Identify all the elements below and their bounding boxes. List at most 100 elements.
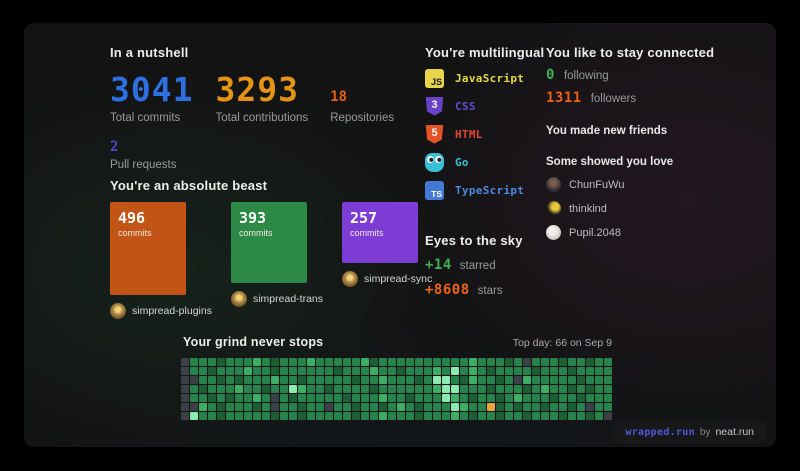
heatmap-cell [244, 358, 252, 366]
heatmap-cell [505, 394, 513, 402]
heatmap-cell [505, 358, 513, 366]
heatmap-cell [271, 376, 279, 384]
heatmap-cell [217, 412, 225, 420]
heatmap-cell [289, 394, 297, 402]
heatmap-cell [568, 376, 576, 384]
person-avatar [546, 201, 561, 216]
pull-requests-label: Pull requests [110, 158, 177, 171]
repo-commits-unit: commits [238, 228, 273, 238]
heatmap-cell [298, 385, 306, 393]
heatmap-cell [514, 367, 522, 375]
html-icon: 5 [425, 125, 444, 144]
heatmap-cell [379, 385, 387, 393]
heatmap-cell [190, 367, 198, 375]
language-name: HTML [455, 128, 483, 141]
stars-label: stars [477, 285, 503, 297]
heatmap-cell [586, 412, 594, 420]
following-row: 0 following [546, 67, 746, 83]
heatmap-cell [226, 358, 234, 366]
heatmap-cell [190, 394, 198, 402]
heatmap-cell [307, 358, 315, 366]
heatmap-cell [271, 394, 279, 402]
language-name: CSS [455, 100, 476, 113]
heatmap-cell [523, 403, 531, 411]
heatmap-cell [262, 385, 270, 393]
heatmap-cell [460, 376, 468, 384]
heatmap-cell [433, 376, 441, 384]
heatmap-cell [262, 358, 270, 366]
heatmap-cell [577, 403, 585, 411]
html-icon-glyph: 5 [431, 127, 438, 139]
heatmap-cell [190, 376, 198, 384]
heatmap-cell [478, 367, 486, 375]
heatmap-cell [199, 385, 207, 393]
heatmap-cell [604, 385, 612, 393]
section-nutshell: In a nutshell 3041 Total commits 3293 To… [110, 45, 420, 171]
repo-card: 496 commits [110, 202, 186, 295]
person-name: thinkind [569, 202, 607, 215]
heatmap-cell [181, 367, 189, 375]
stat-pull-requests: 2 Pull requests [110, 139, 420, 171]
heatmap-cell [451, 394, 459, 402]
heatmap-cell [397, 358, 405, 366]
heatmap-cell [586, 367, 594, 375]
wrapped-run-link[interactable]: wrapped.run [625, 427, 695, 438]
language-row: JS JavaScript [425, 69, 550, 88]
language-row: 5 HTML [425, 125, 550, 144]
heatmap-cell [253, 412, 261, 420]
repo-commits-value: 496 [118, 209, 146, 227]
heatmap-cell [271, 385, 279, 393]
heatmap-cell [469, 358, 477, 366]
heatmap-cell [451, 358, 459, 366]
heatmap-cell [199, 403, 207, 411]
heatmap-cell [496, 394, 504, 402]
heatmap-cell [253, 403, 261, 411]
heatmap-cell [469, 385, 477, 393]
heatmap-cell [442, 358, 450, 366]
section-multilingual: You're multilingual JS JavaScript 3 CSS … [425, 45, 550, 200]
heatmap-cell [469, 394, 477, 402]
heatmap-cell [604, 358, 612, 366]
heatmap-cell [523, 376, 531, 384]
pull-requests-value: 2 [110, 139, 119, 156]
heatmap-cell [217, 403, 225, 411]
heatmap-cell [424, 403, 432, 411]
repo-cards: 496 commits simpread-plugins 393 commits [110, 202, 440, 319]
heatmap-cell [541, 394, 549, 402]
heatmap-cell [235, 394, 243, 402]
heatmap-cell [586, 394, 594, 402]
heatmap-cell [361, 385, 369, 393]
starred-value: +14 [425, 257, 452, 273]
heatmap-cell [280, 403, 288, 411]
heatmap-cell [244, 394, 252, 402]
heatmap-cell [316, 412, 324, 420]
starred-label: starred [459, 260, 496, 272]
heatmap-cell [199, 358, 207, 366]
heatmap-cell [577, 376, 585, 384]
heatmap-cell [424, 376, 432, 384]
heatmap-cell [334, 412, 342, 420]
heatmap-cell [595, 403, 603, 411]
heatmap-cell [325, 403, 333, 411]
heatmap-cell [325, 358, 333, 366]
heatmap-cell [595, 367, 603, 375]
heatmap-cell [235, 385, 243, 393]
heatmap-cell [370, 376, 378, 384]
heatmap-cell [361, 367, 369, 375]
heatmap-cell [568, 412, 576, 420]
heatmap-cell [289, 403, 297, 411]
heatmap-cell [343, 376, 351, 384]
heatmap-cell [523, 358, 531, 366]
heatmap-cell [262, 394, 270, 402]
heatmap-cell [496, 367, 504, 375]
person-row: thinkind [546, 201, 746, 216]
heatmap-cell [253, 358, 261, 366]
neat-run-link[interactable]: neat.run [715, 426, 754, 438]
heatmap-cell [379, 358, 387, 366]
heatmap-cell [190, 412, 198, 420]
heatmap-cell [406, 403, 414, 411]
heatmap-cell [316, 385, 324, 393]
heatmap-cell [415, 358, 423, 366]
heatmap-cell [217, 367, 225, 375]
stars-title: Eyes to the sky [425, 233, 523, 248]
